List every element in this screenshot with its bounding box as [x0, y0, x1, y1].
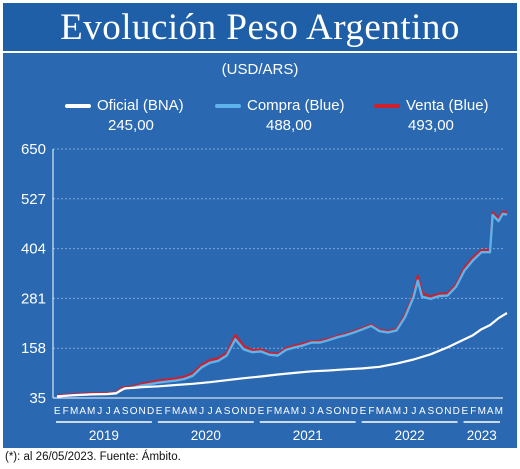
x-tick-label: O: [130, 406, 138, 417]
footnote: (*): al 26/05/2023. Fuente: Ámbito.: [5, 451, 181, 463]
x-tick-label: N: [139, 406, 146, 417]
chart-title: Evolución Peso Argentino: [3, 3, 517, 51]
x-tick-label: D: [249, 406, 256, 417]
x-tick-label: E: [156, 406, 163, 417]
x-tick-label: S: [122, 406, 129, 417]
series-line-oficial-bna: [56, 312, 508, 398]
y-tick-label: 158: [21, 340, 46, 357]
x-tick-label: N: [342, 406, 349, 417]
year-label: 2019: [89, 428, 119, 443]
x-tick-label: J: [403, 406, 408, 417]
x-tick-label: S: [224, 406, 231, 417]
x-tick-label: J: [106, 406, 111, 417]
x-tick-label: M: [87, 406, 95, 417]
x-tick-label: O: [435, 406, 443, 417]
y-tick-label: 404: [21, 241, 46, 258]
legend-swatch-oficial: [65, 103, 91, 108]
legend-swatch-venta: [374, 103, 400, 108]
y-tick-label: 650: [21, 141, 46, 158]
x-tick-label: J: [208, 406, 213, 417]
x-tick-label: J: [97, 406, 102, 417]
x-tick-label: D: [351, 406, 358, 417]
legend-compra: Compra (Blue): [215, 97, 345, 114]
y-tick-label: 527: [21, 191, 46, 208]
x-tick-label: E: [461, 406, 468, 417]
x-tick-label: M: [70, 406, 78, 417]
x-tick-label: E: [258, 406, 265, 417]
x-tick-label: M: [274, 406, 282, 417]
x-tick-label: A: [113, 406, 120, 417]
year-label: 2021: [293, 428, 323, 443]
x-tick-label: A: [215, 406, 222, 417]
x-tick-label: M: [189, 406, 197, 417]
legend-label-oficial: Oficial (BNA): [97, 97, 184, 114]
legend-value-venta: 493,00: [408, 117, 454, 134]
x-tick-label: J: [301, 406, 306, 417]
x-tick-label: M: [393, 406, 401, 417]
x-tick-label: O: [232, 406, 240, 417]
x-tick-label: F: [63, 406, 69, 417]
units-label: (USD/ARS): [221, 61, 299, 78]
legend-venta: Venta (Blue): [374, 97, 489, 114]
series-line-venta-blue: [56, 210, 508, 397]
legend-swatch-compra: [215, 103, 241, 108]
x-tick-label: N: [444, 406, 451, 417]
x-tick-label: M: [172, 406, 180, 417]
series-line-compra-blue: [56, 212, 508, 398]
y-tick-label: 35: [29, 390, 46, 407]
x-tick-label: A: [385, 406, 392, 417]
x-tick-label: S: [427, 406, 434, 417]
x-tick-label: A: [283, 406, 290, 417]
year-label: 2023: [467, 428, 497, 443]
x-tick-label: J: [199, 406, 204, 417]
y-tick-label: 281: [21, 290, 46, 307]
x-tick-label: F: [165, 406, 171, 417]
chart-panel: (USD/ARS) Oficial (BNA) 245,00 Compra (B…: [3, 53, 517, 448]
x-tick-label: A: [79, 406, 86, 417]
legend-label-compra: Compra (Blue): [247, 97, 345, 114]
x-tick-label: O: [334, 406, 342, 417]
x-tick-label: F: [368, 406, 374, 417]
legend-value-oficial: 245,00: [108, 117, 154, 134]
legend-oficial: Oficial (BNA): [65, 97, 184, 114]
x-tick-label: J: [309, 406, 314, 417]
x-tick-label: D: [147, 406, 154, 417]
x-tick-label: A: [487, 406, 494, 417]
x-tick-label: E: [54, 406, 61, 417]
x-tick-label: A: [181, 406, 188, 417]
x-tick-label: F: [266, 406, 272, 417]
x-tick-label: J: [411, 406, 416, 417]
year-label: 2020: [191, 428, 221, 443]
x-tick-label: M: [495, 406, 503, 417]
legend-label-venta: Venta (Blue): [406, 97, 489, 114]
year-label: 2022: [395, 428, 425, 443]
x-tick-label: M: [376, 406, 384, 417]
x-tick-label: A: [317, 406, 324, 417]
x-tick-label: M: [291, 406, 299, 417]
x-tick-label: E: [360, 406, 367, 417]
x-tick-label: N: [240, 406, 247, 417]
x-tick-label: M: [478, 406, 486, 417]
x-tick-label: D: [453, 406, 460, 417]
legend-value-compra: 488,00: [266, 117, 312, 134]
x-tick-label: S: [326, 406, 333, 417]
x-tick-label: F: [470, 406, 476, 417]
x-tick-label: A: [419, 406, 426, 417]
